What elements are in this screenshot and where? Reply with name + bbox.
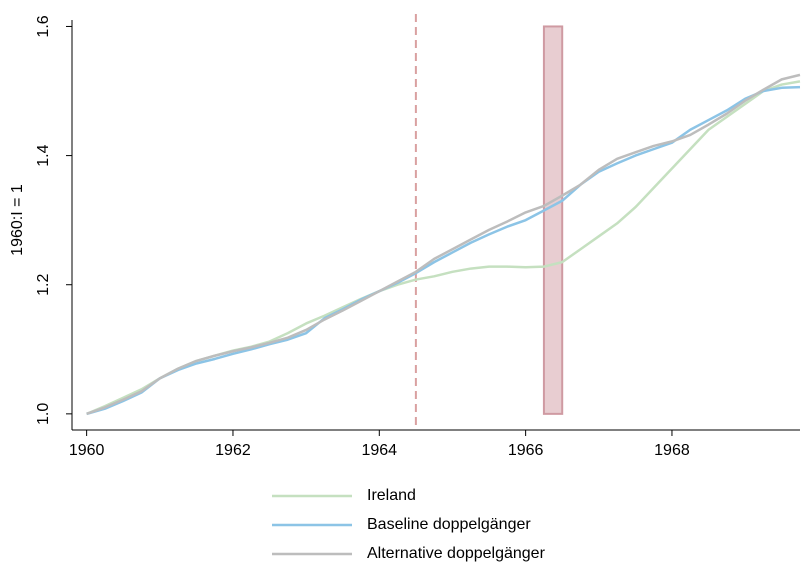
legend-label: Ireland [367, 487, 416, 504]
x-tick-label: 1964 [361, 442, 397, 459]
x-tick-label: 1962 [215, 442, 251, 459]
x-tick-label: 1968 [654, 442, 690, 459]
legend-label: Alternative doppelgänger [367, 545, 546, 562]
y-axis-title: 1960:I = 1 [9, 184, 26, 256]
y-tick-label: 1.4 [35, 144, 52, 166]
y-tick-label: 1.2 [35, 274, 52, 296]
x-tick-label: 1966 [508, 442, 544, 459]
shaded-window [542, 25, 564, 415]
series-line [86, 73, 801, 416]
x-tick-label: 1960 [69, 442, 105, 459]
y-tick-label: 1.0 [35, 403, 52, 425]
y-tick-label: 1.6 [35, 15, 52, 37]
series-line [86, 85, 801, 416]
legend-label: Baseline doppelgänger [367, 516, 531, 533]
